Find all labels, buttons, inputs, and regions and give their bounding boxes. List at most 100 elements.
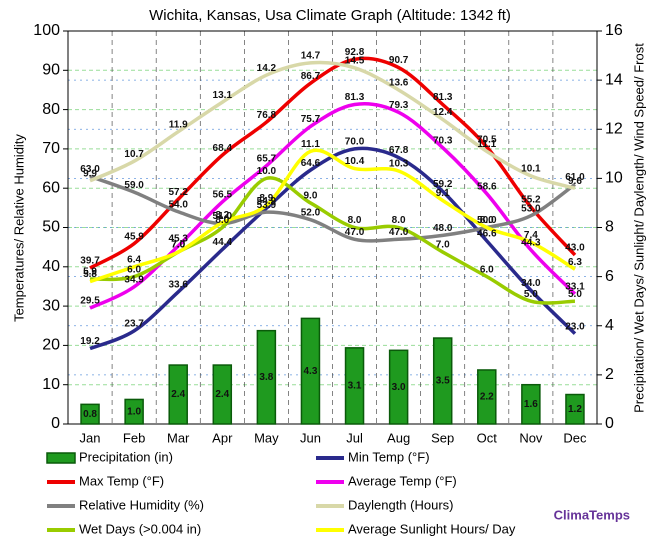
x-tick-label: Jul [346, 430, 363, 445]
y-tick-label: 100 [33, 22, 60, 39]
data-label: 34.0 [521, 278, 541, 289]
x-tick-label: Aug [387, 430, 410, 445]
line [89, 146, 577, 351]
data-label: 50.0 [477, 215, 497, 226]
data-label: 58.6 [477, 181, 497, 192]
data-label: 76.8 [257, 110, 277, 121]
data-label: 47.0 [389, 227, 409, 238]
data-label: 6.0 [480, 264, 494, 275]
bar [388, 349, 409, 425]
bar [256, 329, 277, 425]
y2-tick-label: 6 [605, 268, 614, 285]
data-label: 45.9 [124, 231, 144, 242]
data-label: 8.0 [480, 215, 494, 226]
data-label: 5.0 [524, 289, 538, 300]
bar [212, 364, 233, 425]
y2-tick-label: 14 [605, 71, 623, 88]
data-label: 13.6 [389, 78, 409, 89]
y-axis-title: Temperatures/ Relative Humidity [11, 134, 26, 322]
y2-tick-label: 10 [605, 170, 623, 187]
data-label: 79.3 [389, 100, 409, 111]
data-label: 75.7 [301, 114, 321, 125]
data-label: 45.3 [168, 234, 188, 245]
data-label: 7.0 [171, 240, 185, 251]
data-label: 81.3 [345, 92, 365, 103]
bar [477, 369, 497, 425]
data-label: 47.0 [345, 227, 365, 238]
data-label: 81.3 [433, 92, 453, 103]
data-label: 9.6 [568, 176, 582, 187]
x-tick-label: Sep [431, 430, 454, 445]
data-label: 7.0 [436, 240, 450, 251]
line [89, 101, 577, 310]
data-label: 14.7 [301, 51, 321, 62]
y-tick-label: 20 [42, 337, 60, 354]
data-label: 10.7 [124, 149, 144, 160]
y2-tick-label: 8 [605, 219, 614, 236]
legend-label: Max Temp (°F) [79, 473, 164, 488]
data-label: 90.7 [389, 55, 409, 66]
data-label: 7.0 [171, 240, 185, 251]
data-label: 39.7 [80, 256, 100, 267]
y-tick-label: 60 [42, 179, 60, 196]
data-label: 29.5 [80, 296, 100, 307]
y-tick-label: 30 [42, 297, 60, 314]
data-label: 43.0 [565, 243, 585, 254]
data-label: 44.4 [213, 237, 233, 248]
data-label: 53.9 [257, 200, 277, 211]
x-tick-label: Jun [300, 430, 321, 445]
data-label: 59.2 [433, 179, 453, 190]
data-label: 67.8 [389, 145, 409, 156]
y2-tick-label: 4 [605, 317, 614, 334]
y-tick-label: 0 [51, 415, 60, 432]
data-label: 52.0 [301, 207, 321, 218]
data-label: 68.4 [213, 143, 233, 154]
data-label: 10.1 [521, 164, 541, 175]
data-label: 11.1 [477, 139, 496, 150]
data-label: 56.5 [213, 190, 233, 201]
legend-label: Wet Days (>0.004 in) [79, 521, 201, 536]
bar [432, 337, 453, 425]
data-label: 2.2 [480, 392, 494, 403]
data-label: 86.7 [301, 71, 321, 82]
data-label: 70.3 [433, 135, 453, 146]
data-label: 13.1 [213, 90, 233, 101]
y2-tick-label: 12 [605, 120, 623, 137]
data-label: 33.1 [565, 282, 585, 293]
x-tick-label: Apr [212, 430, 233, 445]
data-label: 92.8 [345, 47, 365, 58]
legend-label: Average Sunlight Hours/ Day [348, 521, 516, 536]
data-label: 11.9 [169, 119, 188, 130]
x-tick-label: Mar [167, 430, 190, 445]
y2-axis-title: Precipitation/ Wet Days/ Sunlight/ Dayle… [631, 43, 646, 413]
data-label: 54.0 [168, 199, 188, 210]
data-label: 9.9 [83, 168, 97, 179]
y-tick-label: 50 [42, 219, 60, 236]
legend-label: Min Temp (°F) [348, 449, 430, 464]
bar [168, 364, 188, 425]
data-label: 44.3 [521, 238, 541, 249]
data-label: 7.4 [524, 230, 538, 241]
data-label: 1.0 [127, 406, 141, 417]
x-tick-label: Nov [519, 430, 543, 445]
legend-label: Relative Humidity (%) [79, 497, 204, 512]
y-tick-label: 80 [42, 101, 60, 118]
data-label: 3.1 [348, 381, 362, 392]
bar [344, 347, 365, 425]
data-label: 12.4 [433, 107, 453, 118]
data-label: 63.0 [80, 164, 100, 175]
y-tick-label: 90 [42, 62, 60, 79]
chart-title: Wichita, Kansas, Usa Climate Graph (Alti… [149, 7, 511, 24]
data-label: 46.6 [477, 229, 497, 240]
x-tick-label: Oct [477, 430, 498, 445]
data-label: 23.0 [565, 321, 585, 332]
bar [565, 393, 585, 425]
data-label: 19.2 [80, 336, 100, 347]
data-label: 5.9 [83, 267, 97, 278]
data-label: 8.0 [215, 215, 229, 226]
data-label: 4.3 [304, 366, 318, 377]
data-label: 5.0 [568, 289, 582, 300]
data-label: 6.0 [127, 264, 141, 275]
